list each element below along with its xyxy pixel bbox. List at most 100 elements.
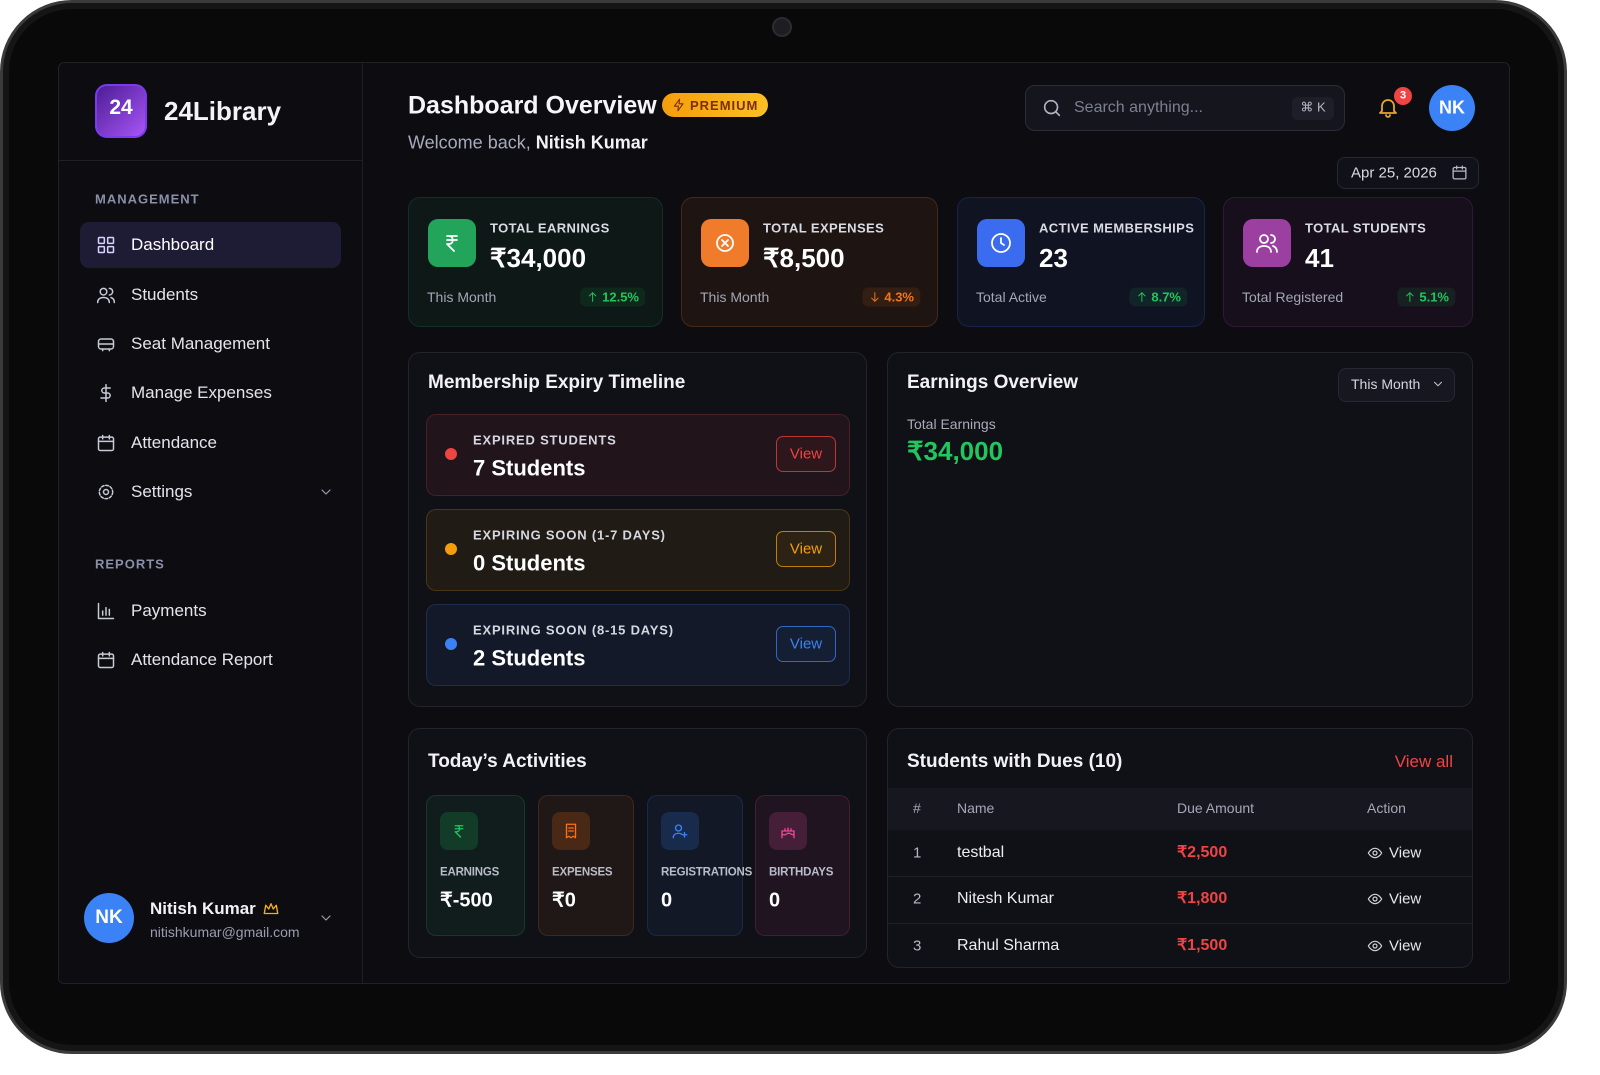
nav-icon (96, 287, 116, 304)
user-avatar-initials: NK (95, 907, 123, 929)
activity-value: 0 (661, 889, 673, 912)
activities-panel (408, 728, 867, 958)
stat-change: 8.7% (1129, 287, 1187, 307)
icon-shape (102, 488, 110, 496)
nav-item[interactable] (80, 588, 341, 634)
view-eye-icon[interactable] (1367, 845, 1383, 861)
stat-value: ₹8,500 (763, 243, 845, 274)
camera (772, 17, 792, 37)
stat-change: 4.3% (862, 287, 920, 307)
change-value: 8.7% (1151, 289, 1181, 305)
icon-shape (1406, 292, 1414, 302)
user-name-row[interactable]: Nitish Kumar (150, 899, 280, 919)
change-arrow (1406, 292, 1414, 302)
change-value: 4.3% (884, 289, 914, 305)
header-avatar[interactable] (1429, 85, 1475, 131)
icon-shape (321, 915, 331, 921)
due-amount: ₹2,500 (1177, 843, 1228, 861)
icon-shape (871, 292, 879, 302)
icon-shape (991, 233, 1011, 253)
panel-title: Membership Expiry Timeline (428, 372, 686, 394)
change-arrow (871, 292, 879, 302)
activity-icon (454, 825, 464, 838)
date-picker[interactable] (1337, 157, 1479, 189)
icon-shape (96, 296, 111, 304)
premium-label: PREMIUM (690, 97, 759, 113)
nav-item-label[interactable]: Manage Expenses (131, 383, 272, 403)
icon-shape (721, 239, 729, 247)
view-button[interactable] (776, 436, 836, 472)
activity-card (647, 795, 743, 936)
row-index: 2 (913, 890, 922, 908)
icon-shape (1372, 943, 1378, 949)
row-divider (888, 876, 1472, 877)
stat-change: 5.1% (1397, 287, 1455, 307)
icon-shape (98, 484, 114, 500)
row-view-link[interactable]: View (1389, 937, 1422, 955)
activity-label: EARNINGS (440, 866, 500, 879)
sidebar-divider (362, 63, 363, 983)
nav-item[interactable] (80, 272, 341, 318)
brand-name: 24Library (164, 96, 282, 127)
icon-shape (97, 436, 115, 452)
row-view-link[interactable]: View (1389, 844, 1422, 862)
icon-shape (568, 827, 574, 832)
nav-item-label[interactable]: Attendance (131, 433, 218, 453)
view-all-link[interactable]: View all (1394, 752, 1453, 772)
icon-shape (1270, 234, 1278, 253)
row-index: 3 (913, 937, 922, 955)
stat-caption: This Month (700, 288, 770, 305)
view-button[interactable] (776, 531, 836, 567)
nav-item[interactable] (80, 469, 341, 515)
welcome-name: Nitish Kumar (535, 132, 648, 153)
search-box[interactable] (1025, 85, 1345, 131)
view-button-label[interactable]: View (789, 540, 823, 558)
nav-item-label[interactable]: Attendance Report (131, 650, 273, 670)
welcome-text: Welcome back, (408, 132, 531, 153)
stat-value: 23 (1039, 243, 1068, 274)
view-button-label[interactable]: View (789, 635, 823, 653)
icon-shape (1000, 237, 1005, 246)
period-dropdown[interactable] (1338, 368, 1455, 402)
row-divider (888, 923, 1472, 924)
icon-shape (1138, 292, 1146, 302)
view-eye-icon[interactable] (1367, 938, 1383, 954)
nav-item-label[interactable]: Students (131, 285, 199, 305)
stat-caption: Total Active (976, 288, 1047, 305)
page-title: Dashboard Overview (408, 91, 657, 120)
expiry-label: EXPIRING SOON (1-7 DAYS) (473, 527, 666, 543)
stat-icon (1256, 234, 1278, 253)
logo-badge (95, 84, 147, 138)
icon-shape (1385, 114, 1391, 118)
column-header: Name (957, 799, 995, 816)
activity-label: REGISTRATIONS (661, 866, 753, 879)
expiry-count: 0 Students (473, 550, 586, 576)
expiry-label: EXPIRED STUDENTS (473, 432, 617, 448)
shortcut-label: ⌘ K (1300, 99, 1326, 115)
activity-value: ₹0 (552, 889, 576, 912)
bell-icon[interactable] (1376, 95, 1400, 119)
icon-shape (716, 234, 734, 252)
notification-badge (1394, 87, 1412, 105)
row-view-link[interactable]: View (1389, 890, 1422, 908)
nav-item[interactable] (80, 222, 341, 268)
user-menu-chevron[interactable] (318, 910, 334, 926)
stat-value: ₹34,000 (490, 243, 587, 274)
column-header: Due Amount (1177, 799, 1255, 816)
nav-item-label[interactable]: Dashboard (131, 235, 215, 255)
nav-icon (97, 651, 115, 669)
icon-shape (1043, 99, 1059, 115)
period-label[interactable]: This Month (1351, 375, 1421, 392)
nav-icon (97, 338, 115, 352)
view-button-label[interactable]: View (789, 445, 823, 463)
view-eye-icon[interactable] (1367, 891, 1383, 907)
nav-item-label[interactable]: Payments (131, 601, 207, 621)
icon-shape (781, 827, 795, 839)
stat-value: 41 (1305, 243, 1334, 274)
icon-shape (1372, 850, 1378, 856)
nav-item-label[interactable]: Seat Management (131, 334, 270, 354)
nav-section-title: REPORTS (95, 556, 165, 572)
view-button[interactable] (776, 626, 836, 662)
nav-item-label[interactable]: Settings (131, 482, 193, 502)
stat-icon (716, 234, 734, 252)
